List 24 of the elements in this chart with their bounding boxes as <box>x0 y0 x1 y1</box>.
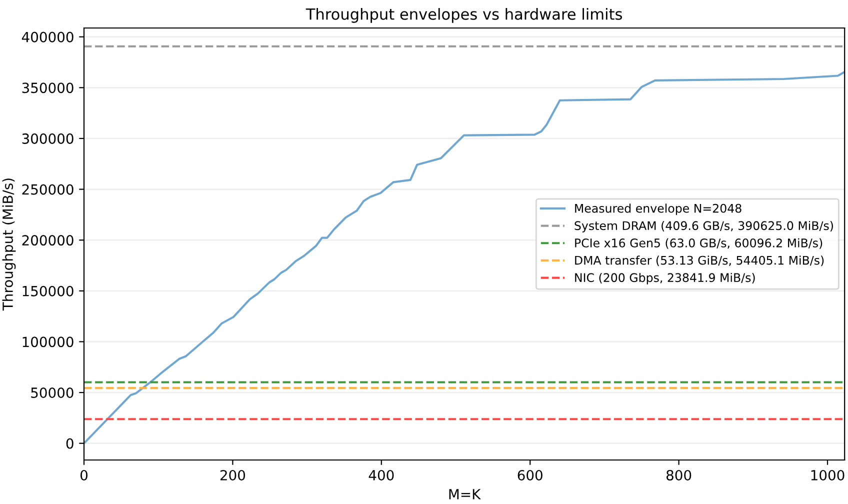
y-tick-label: 200000 <box>22 235 74 246</box>
y-tick-label: 300000 <box>22 133 74 144</box>
y-tick-label: 150000 <box>22 286 74 296</box>
x-tick-label: 600 <box>518 470 542 480</box>
legend-label: PCIe x16 Gen5 (63.0 GB/s, 60096.2 MiB/s) <box>575 238 822 249</box>
line-series <box>84 70 845 444</box>
y-tick-label: 350000 <box>22 82 74 94</box>
x-tick-label: 200 <box>220 470 246 480</box>
x-tick-label: 800 <box>666 470 692 480</box>
y-tick-label: 400000 <box>22 32 74 42</box>
y-tick-label: 0 <box>66 438 74 449</box>
legend-label: DMA transfer (53.13 GiB/s, 54405.1 MiB/s) <box>575 256 824 266</box>
x-tick-label: 400 <box>368 470 394 480</box>
y-tick-label: 50000 <box>31 387 74 398</box>
legend-label: Measured envelope N=2048 <box>575 204 742 216</box>
y-tick-label: 250000 <box>22 184 74 195</box>
legend-label: System DRAM (409.6 GB/s, 390625.0 MiB/s) <box>574 220 833 232</box>
x-tick-label: 0 <box>80 470 88 480</box>
x-tick-label: 1000 <box>811 470 844 480</box>
y-axis-title: Throughput (MiB/s) <box>2 178 16 311</box>
x-axis-title: M=K <box>449 489 481 500</box>
legend-label: NIC (200 Gbps, 23841.9 MiB/s) <box>575 272 755 284</box>
chart-title: Throughput envelopes vs hardware limits <box>306 8 622 23</box>
y-tick-label: 100000 <box>22 336 74 348</box>
